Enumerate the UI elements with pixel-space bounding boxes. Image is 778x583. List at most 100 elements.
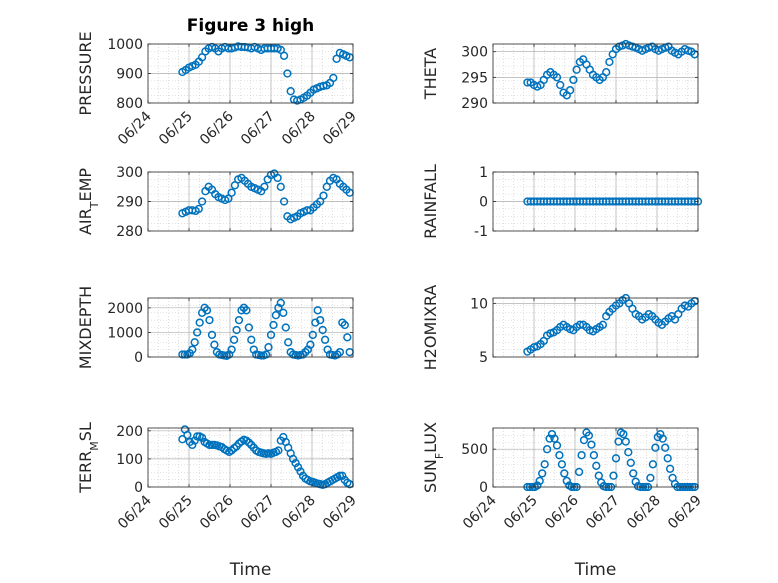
y-tick-label: 2000 bbox=[107, 301, 143, 317]
data-point bbox=[319, 191, 328, 200]
subplot-7: 0 100 200 06/24 06/25 06/26 06/27 06/28 06/29 Tim… bbox=[76, 422, 360, 580]
y-axis-label: AIRTEMP bbox=[76, 168, 101, 235]
y-tick-label: 280 bbox=[116, 224, 143, 240]
data-point bbox=[605, 57, 614, 67]
data-point bbox=[329, 73, 338, 83]
data-point bbox=[658, 434, 667, 443]
data-point bbox=[631, 477, 640, 486]
data-point bbox=[227, 345, 236, 354]
subplot-2: 290 295 300 THETA bbox=[421, 39, 699, 112]
x-tick-label: 06/28 bbox=[624, 493, 664, 533]
data-point bbox=[535, 476, 544, 486]
data-point bbox=[555, 451, 564, 460]
y-label-part: LUX bbox=[421, 422, 440, 453]
data-point bbox=[180, 350, 190, 359]
data-point bbox=[183, 430, 192, 440]
y-tick-label: 300 bbox=[461, 45, 488, 61]
data-point bbox=[178, 350, 187, 359]
y-tick-label: 300 bbox=[116, 165, 143, 181]
y-tick-label: 0 bbox=[479, 195, 488, 211]
data-point bbox=[193, 432, 202, 441]
data-point bbox=[195, 318, 204, 327]
y-tick-label: 290 bbox=[461, 96, 488, 112]
y-tick-label: 295 bbox=[461, 70, 488, 86]
data-point bbox=[283, 69, 292, 78]
data-point bbox=[313, 306, 322, 315]
subplot-4: -1 0 1 RAINFALL bbox=[421, 164, 703, 240]
data-point bbox=[629, 469, 638, 478]
y-axis-label: MIXDEPTH bbox=[76, 286, 95, 369]
data-point bbox=[247, 335, 256, 344]
data-point bbox=[556, 80, 565, 90]
data-point bbox=[565, 86, 575, 95]
data-point bbox=[286, 87, 295, 96]
data-point bbox=[646, 473, 655, 483]
data-point bbox=[210, 340, 219, 349]
y-tick-label: 100 bbox=[116, 452, 143, 468]
data-point bbox=[587, 440, 596, 449]
data-series bbox=[178, 169, 354, 224]
axes-box bbox=[147, 427, 354, 488]
data-point bbox=[624, 448, 633, 457]
data-point bbox=[656, 429, 665, 439]
data-point bbox=[244, 323, 254, 332]
data-point bbox=[227, 446, 236, 455]
subplot-1: 800 900 1000 06/24 06/25 06/26 06/27 06/28 06/29… bbox=[76, 16, 360, 148]
y-label-part: SL bbox=[76, 422, 95, 441]
axes-box bbox=[147, 297, 354, 358]
data-point bbox=[194, 204, 203, 214]
data-point bbox=[338, 471, 347, 480]
data-point bbox=[611, 454, 621, 463]
y-tick-label: 1000 bbox=[107, 325, 143, 341]
y-axis-label: RAINFALL bbox=[421, 164, 440, 239]
data-point bbox=[540, 460, 549, 469]
data-point bbox=[190, 436, 199, 445]
data-series bbox=[523, 428, 699, 492]
y-label-part: AIR bbox=[76, 208, 95, 235]
data-point bbox=[550, 434, 559, 443]
data-series bbox=[523, 293, 699, 356]
y-tick-label: 290 bbox=[116, 195, 143, 211]
x-tick-label: 06/27 bbox=[583, 493, 623, 533]
data-point bbox=[244, 438, 254, 447]
data-point bbox=[274, 446, 283, 455]
chart-title: Figure 3 high bbox=[187, 16, 315, 36]
data-point bbox=[316, 315, 325, 325]
data-series bbox=[523, 197, 703, 206]
x-tick-label: 06/28 bbox=[279, 109, 319, 149]
data-point bbox=[188, 345, 197, 354]
data-point bbox=[560, 469, 569, 478]
data-point bbox=[266, 330, 276, 340]
data-point bbox=[547, 429, 557, 439]
y-tick-label: 900 bbox=[116, 67, 143, 83]
x-tick-label: 06/24 bbox=[115, 492, 155, 532]
data-point bbox=[306, 340, 315, 349]
x-tick-label: 06/25 bbox=[156, 493, 196, 533]
data-series bbox=[178, 298, 354, 360]
y-tick-label: 0 bbox=[479, 480, 488, 496]
data-point bbox=[651, 443, 660, 452]
data-point bbox=[279, 197, 289, 206]
data-point bbox=[284, 338, 293, 347]
data-point bbox=[319, 81, 328, 91]
data-point bbox=[609, 471, 618, 480]
data-point bbox=[538, 469, 547, 478]
data-point bbox=[569, 75, 578, 85]
data-point bbox=[598, 320, 608, 329]
major-grid-lines bbox=[148, 44, 353, 103]
data-point bbox=[197, 433, 207, 442]
data-point bbox=[333, 350, 342, 359]
data-point bbox=[552, 73, 562, 82]
x-tick-label: 06/28 bbox=[279, 493, 319, 533]
data-point bbox=[237, 306, 246, 315]
data-point bbox=[545, 434, 554, 443]
x-tick-label: 06/24 bbox=[115, 108, 155, 148]
data-point bbox=[340, 320, 349, 330]
data-point bbox=[574, 467, 584, 477]
y-tick-label: 1 bbox=[479, 165, 488, 181]
data-point bbox=[579, 435, 589, 445]
y-tick-label: 1000 bbox=[107, 37, 143, 53]
data-point bbox=[279, 308, 288, 317]
data-point bbox=[239, 303, 249, 312]
data-point bbox=[276, 298, 285, 308]
